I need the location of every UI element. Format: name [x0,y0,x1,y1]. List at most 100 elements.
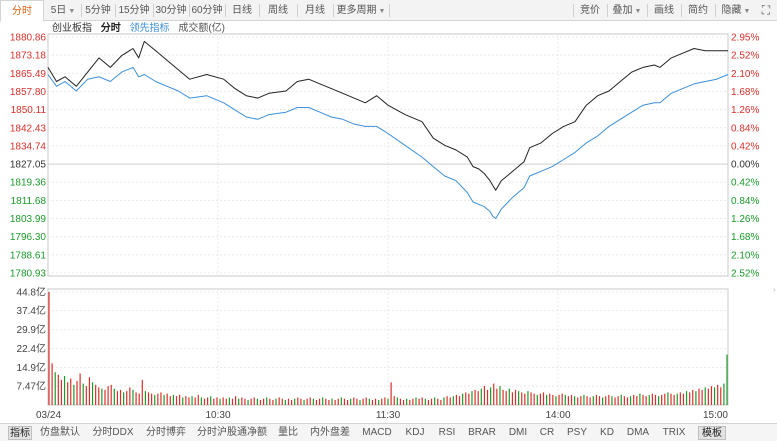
draw-line-button[interactable]: 画线 [654,5,674,16]
chart-legend: 创业板指 分时 领先指标 成交额(亿) [52,22,231,35]
period-toolbar: 分时 5日 ▼ 5分钟 15分钟 30分钟 60分钟 日线 周线 月线 更多周期 ▼… [0,0,777,22]
tab-dma[interactable]: DMA [626,427,650,438]
divider [225,4,226,17]
divider [333,4,334,17]
tab-dmi[interactable]: DMI [508,427,528,438]
percent-tick-label: 1.68% [731,87,759,98]
panel-resize-handle[interactable]: › [773,285,776,294]
time-tick-label: 15:00 [703,410,728,421]
divider [115,4,116,17]
chevron-down-icon: ▼ [634,8,642,15]
tab-cr[interactable]: CR [539,427,555,438]
percent-tick-label: 2.10% [731,250,759,261]
volume-tick-label: 14.9亿 [17,361,46,374]
chevron-down-icon: ▼ [378,8,386,15]
price-tick-label: 1873.18 [10,51,47,62]
percent-tick-label: 0.42% [731,178,759,189]
tab-trix[interactable]: TRIX [662,427,686,438]
tab-ddx[interactable]: 分时DDX [92,427,134,438]
divider [259,4,260,17]
price-tick-label: 1796.30 [10,232,47,243]
hide-dropdown[interactable]: 隐藏 ▼ [721,5,751,16]
tab-macd[interactable]: MACD [362,427,392,438]
tab-indicator[interactable]: 指标 [8,426,32,440]
tab-inner-outer[interactable]: 内外盘差 [310,427,350,438]
tab-brar[interactable]: BRAR [468,427,496,438]
percent-tick-label: 1.26% [731,105,759,116]
volume-tick-label: 7.47亿 [17,380,46,393]
percent-tick-label: 1.68% [731,232,759,243]
legend-volume: 成交额(亿) [178,23,226,34]
volume-bars [48,292,728,405]
divider [573,4,574,17]
price-tick-label: 1857.80 [10,87,47,98]
price-lines [47,40,729,219]
divider [607,4,608,17]
divider [297,4,298,17]
percent-tick-label: 0.84% [731,123,759,134]
price-tick-label: 1780.93 [10,269,47,280]
timeshare-chart[interactable]: 1880.86 1873.18 1865.49 1857.80 1850.11 1842.… [0,0,777,423]
percent-tick-label: 2.95% [731,33,759,44]
time-axis: 03/24 10:30 11:30 14:00 15:00 [36,410,728,421]
price-tick-label: 1788.61 [10,250,47,261]
auction-button[interactable]: 竞价 [580,5,600,16]
volume-axis: 44.8亿 37.4亿 29.9亿 22.4亿 14.9亿 7.47亿 [17,286,46,393]
tab-60min[interactable]: 60分钟 [191,5,223,16]
price-tick-label: 1803.99 [10,214,47,225]
chevron-down-icon: ▼ [68,8,76,15]
time-tick-label: 03/24 [36,410,61,421]
expand-icon[interactable]: ⛶ [761,3,771,17]
percent-axis: 2.95% 2.52% 2.10% 1.68% 1.26% 0.84% 0.42% 0.00%… [731,33,759,280]
legend-leading-indicator[interactable]: 领先指标 [129,23,170,34]
divider [647,4,648,17]
tab-kd[interactable]: KD [600,427,614,438]
percent-tick-label: 2.52% [731,269,759,280]
legend-timeshare[interactable]: 分时 [100,23,121,34]
price-tick-label: 1842.43 [10,123,47,134]
percent-tick-label: 0.00% [731,160,759,171]
volume-tick-label: 37.4亿 [17,304,46,317]
tab-psy[interactable]: PSY [566,427,587,438]
leading-series-line [47,66,729,219]
price-tick-label: 1880.86 [10,33,47,44]
percent-tick-label: 2.10% [731,69,759,80]
chart-grid [47,33,729,406]
tab-daily[interactable]: 日线 [232,5,252,16]
tab-northbound[interactable]: 分时沪股通净额 [197,427,267,438]
tab-monthly[interactable]: 月线 [305,5,325,16]
tab-game[interactable]: 分时博弈 [146,427,186,438]
divider [389,4,390,17]
tab-5min[interactable]: 5分钟 [85,5,111,16]
percent-tick-label: 1.26% [731,214,759,225]
tab-template[interactable]: 模板 [698,426,726,440]
tab-rsi[interactable]: RSI [438,427,456,438]
price-tick-label: 1811.68 [11,196,47,207]
time-tick-label: 14:00 [545,410,570,421]
tab-5day[interactable]: 5日 ▼ [50,5,76,16]
volume-tick-label: 44.8亿 [17,286,46,299]
tab-kdj[interactable]: KDJ [405,427,425,438]
tab-weekly[interactable]: 周线 [268,5,288,16]
percent-tick-label: 2.52% [731,51,759,62]
overlay-dropdown[interactable]: 叠加 ▼ [612,5,642,16]
price-axis: 1880.86 1873.18 1865.49 1857.80 1850.11 1842.… [10,33,47,280]
simple-mode-button[interactable]: 简约 [688,5,708,16]
volume-tick-label: 22.4亿 [17,342,46,355]
price-tick-label: 1827.05 [10,160,47,171]
tab-volume-ratio[interactable]: 量比 [278,427,298,438]
time-tick-label: 10:30 [205,410,230,421]
tab-30min[interactable]: 30分钟 [155,5,187,16]
chevron-down-icon: ▼ [743,8,751,15]
indicator-tabs: 指标 仿盘默认 分时DDX 分时博弈 分时沪股通净额 量比 内外盘差 MACD … [0,423,777,441]
price-series-line [47,40,728,191]
divider [189,4,190,17]
price-tick-label: 1850.11 [11,105,47,116]
more-periods-dropdown[interactable]: 更多周期 ▼ [336,5,386,16]
price-tick-label: 1834.74 [10,141,47,152]
tab-15min[interactable]: 15分钟 [118,5,150,16]
volume-tick-label: 29.9亿 [17,323,46,336]
tab-default[interactable]: 仿盘默认 [40,427,80,438]
tab-timeshare[interactable]: 分时 [0,0,44,22]
divider [153,4,154,17]
